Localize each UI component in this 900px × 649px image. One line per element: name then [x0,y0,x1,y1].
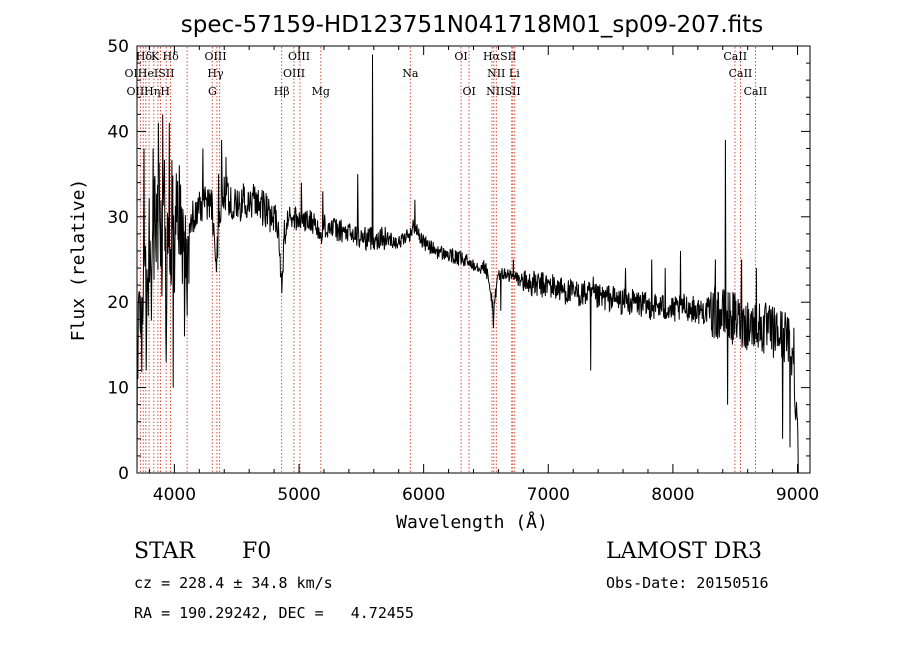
redshift-velocity: cz = 228.4 ± 34.8 km/s [134,574,333,592]
y-tick-label: 10 [107,379,129,399]
spectral-line-label: Hβ [274,85,290,98]
x-axis-label: Wavelength (Å) [396,511,548,533]
y-tick-label: 30 [107,208,129,228]
x-tick-label: 8000 [651,485,694,505]
spectral-line-label: OI [462,85,475,98]
spectral-line-label: Na [402,67,419,80]
spectral-line-label: CaII [723,50,747,63]
x-axis: 4000 5000 6000 7000 8000 9000 [148,46,819,505]
spectral-line-label: HαSII [483,50,516,63]
y-tick-label: 20 [107,293,129,313]
x-tick-label: 5000 [277,485,320,505]
y-tick-label: 0 [118,464,129,484]
spectral-line-label: OIII [204,50,226,63]
spectral-line-label: Hδ [163,50,180,63]
observation-date: Obs-Date: 20150516 [606,574,769,592]
x-tick-label: 6000 [402,485,445,505]
spectral-line-label: CaII [744,85,768,98]
spectral-line-label: OIIHηH [126,85,169,98]
spectral-line-label: Hγ [207,67,224,80]
spectral-line-label: CaII [729,67,753,80]
spectral-line-label: NIISII [486,85,521,98]
survey-label: LAMOST DR3 [606,539,762,564]
spectral-line-label: K [151,50,160,63]
spectral-line-label: OIII [283,67,305,80]
spectral-subclass: F0 [242,539,272,564]
y-tick-label: 40 [107,122,129,142]
spectral-line-label: OIII [288,50,310,63]
spectral-line-label: OI [454,50,467,63]
spectral-line-label: OIHeISII [124,67,174,80]
x-tick-label: 7000 [527,485,570,505]
x-tick-label: 4000 [153,485,196,505]
y-axis-label: Flux (relative) [68,179,89,342]
coordinates: RA = 190.29242, DEC = 4.72455 [134,604,414,622]
spectral-line-label: NII Li [487,67,520,80]
spectral-line-label: G [208,85,217,98]
y-tick-label: 50 [107,37,129,57]
emission-line-markers [139,47,756,472]
chart-title: spec-57159-HD123751N041718M01_sp09-207.f… [181,12,763,38]
x-tick-label: 9000 [776,485,819,505]
spectral-line-label: Mg [312,85,330,98]
y-axis: 0 10 20 30 40 50 [107,37,810,484]
spectral-line-label: Hδ [136,50,153,63]
object-type: STAR [134,539,195,564]
flux-series-line [136,54,799,474]
